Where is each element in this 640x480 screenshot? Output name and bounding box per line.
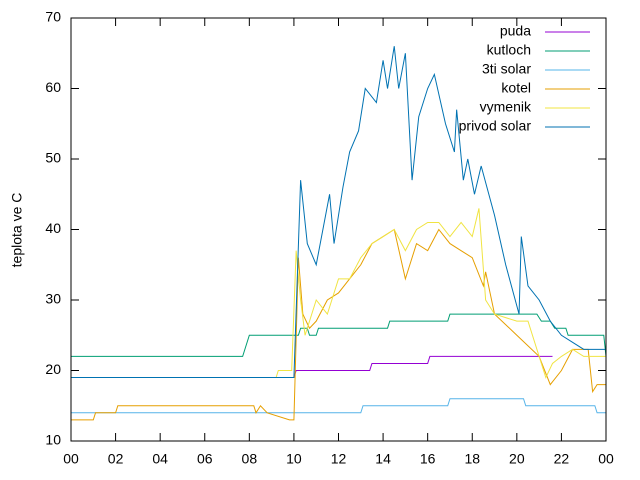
y-tick-label: 10	[45, 432, 61, 448]
x-tick-label: 10	[286, 451, 302, 467]
y-tick-label: 40	[45, 220, 61, 236]
y-tick-label: 70	[45, 9, 61, 25]
legend-label: kotel	[501, 80, 531, 96]
x-tick-label: 02	[108, 451, 124, 467]
x-tick-label: 06	[197, 451, 213, 467]
x-tick-label: 20	[509, 451, 525, 467]
series-line	[287, 355, 553, 379]
legend-label: 3ti solar	[482, 61, 531, 77]
legend-label: puda	[500, 23, 531, 39]
y-tick-label: 30	[45, 291, 61, 307]
x-tick-label: 18	[464, 451, 480, 467]
y-tick-label: 60	[45, 79, 61, 95]
plot-border	[70, 17, 607, 442]
x-tick-label: 16	[420, 451, 436, 467]
y-tick-label: 50	[45, 150, 61, 166]
legend-label: kutloch	[487, 42, 531, 58]
x-tick-label: 00	[598, 451, 614, 467]
y-tick-label: 20	[45, 361, 61, 377]
legend-label: vymenik	[480, 99, 532, 115]
x-tick-label: 00	[63, 451, 79, 467]
x-tick-label: 12	[331, 451, 347, 467]
series-line	[71, 398, 606, 414]
series-line	[71, 46, 606, 379]
series-line	[71, 313, 607, 357]
x-tick-label: 08	[242, 451, 258, 467]
series-line	[71, 228, 606, 421]
y-axis-label: teplota ve C	[9, 193, 25, 268]
x-tick-label: 14	[375, 451, 391, 467]
legend-label: privod solar	[459, 118, 532, 134]
series-line	[71, 208, 606, 379]
x-tick-label: 22	[554, 451, 570, 467]
x-tick-label: 04	[152, 451, 168, 467]
